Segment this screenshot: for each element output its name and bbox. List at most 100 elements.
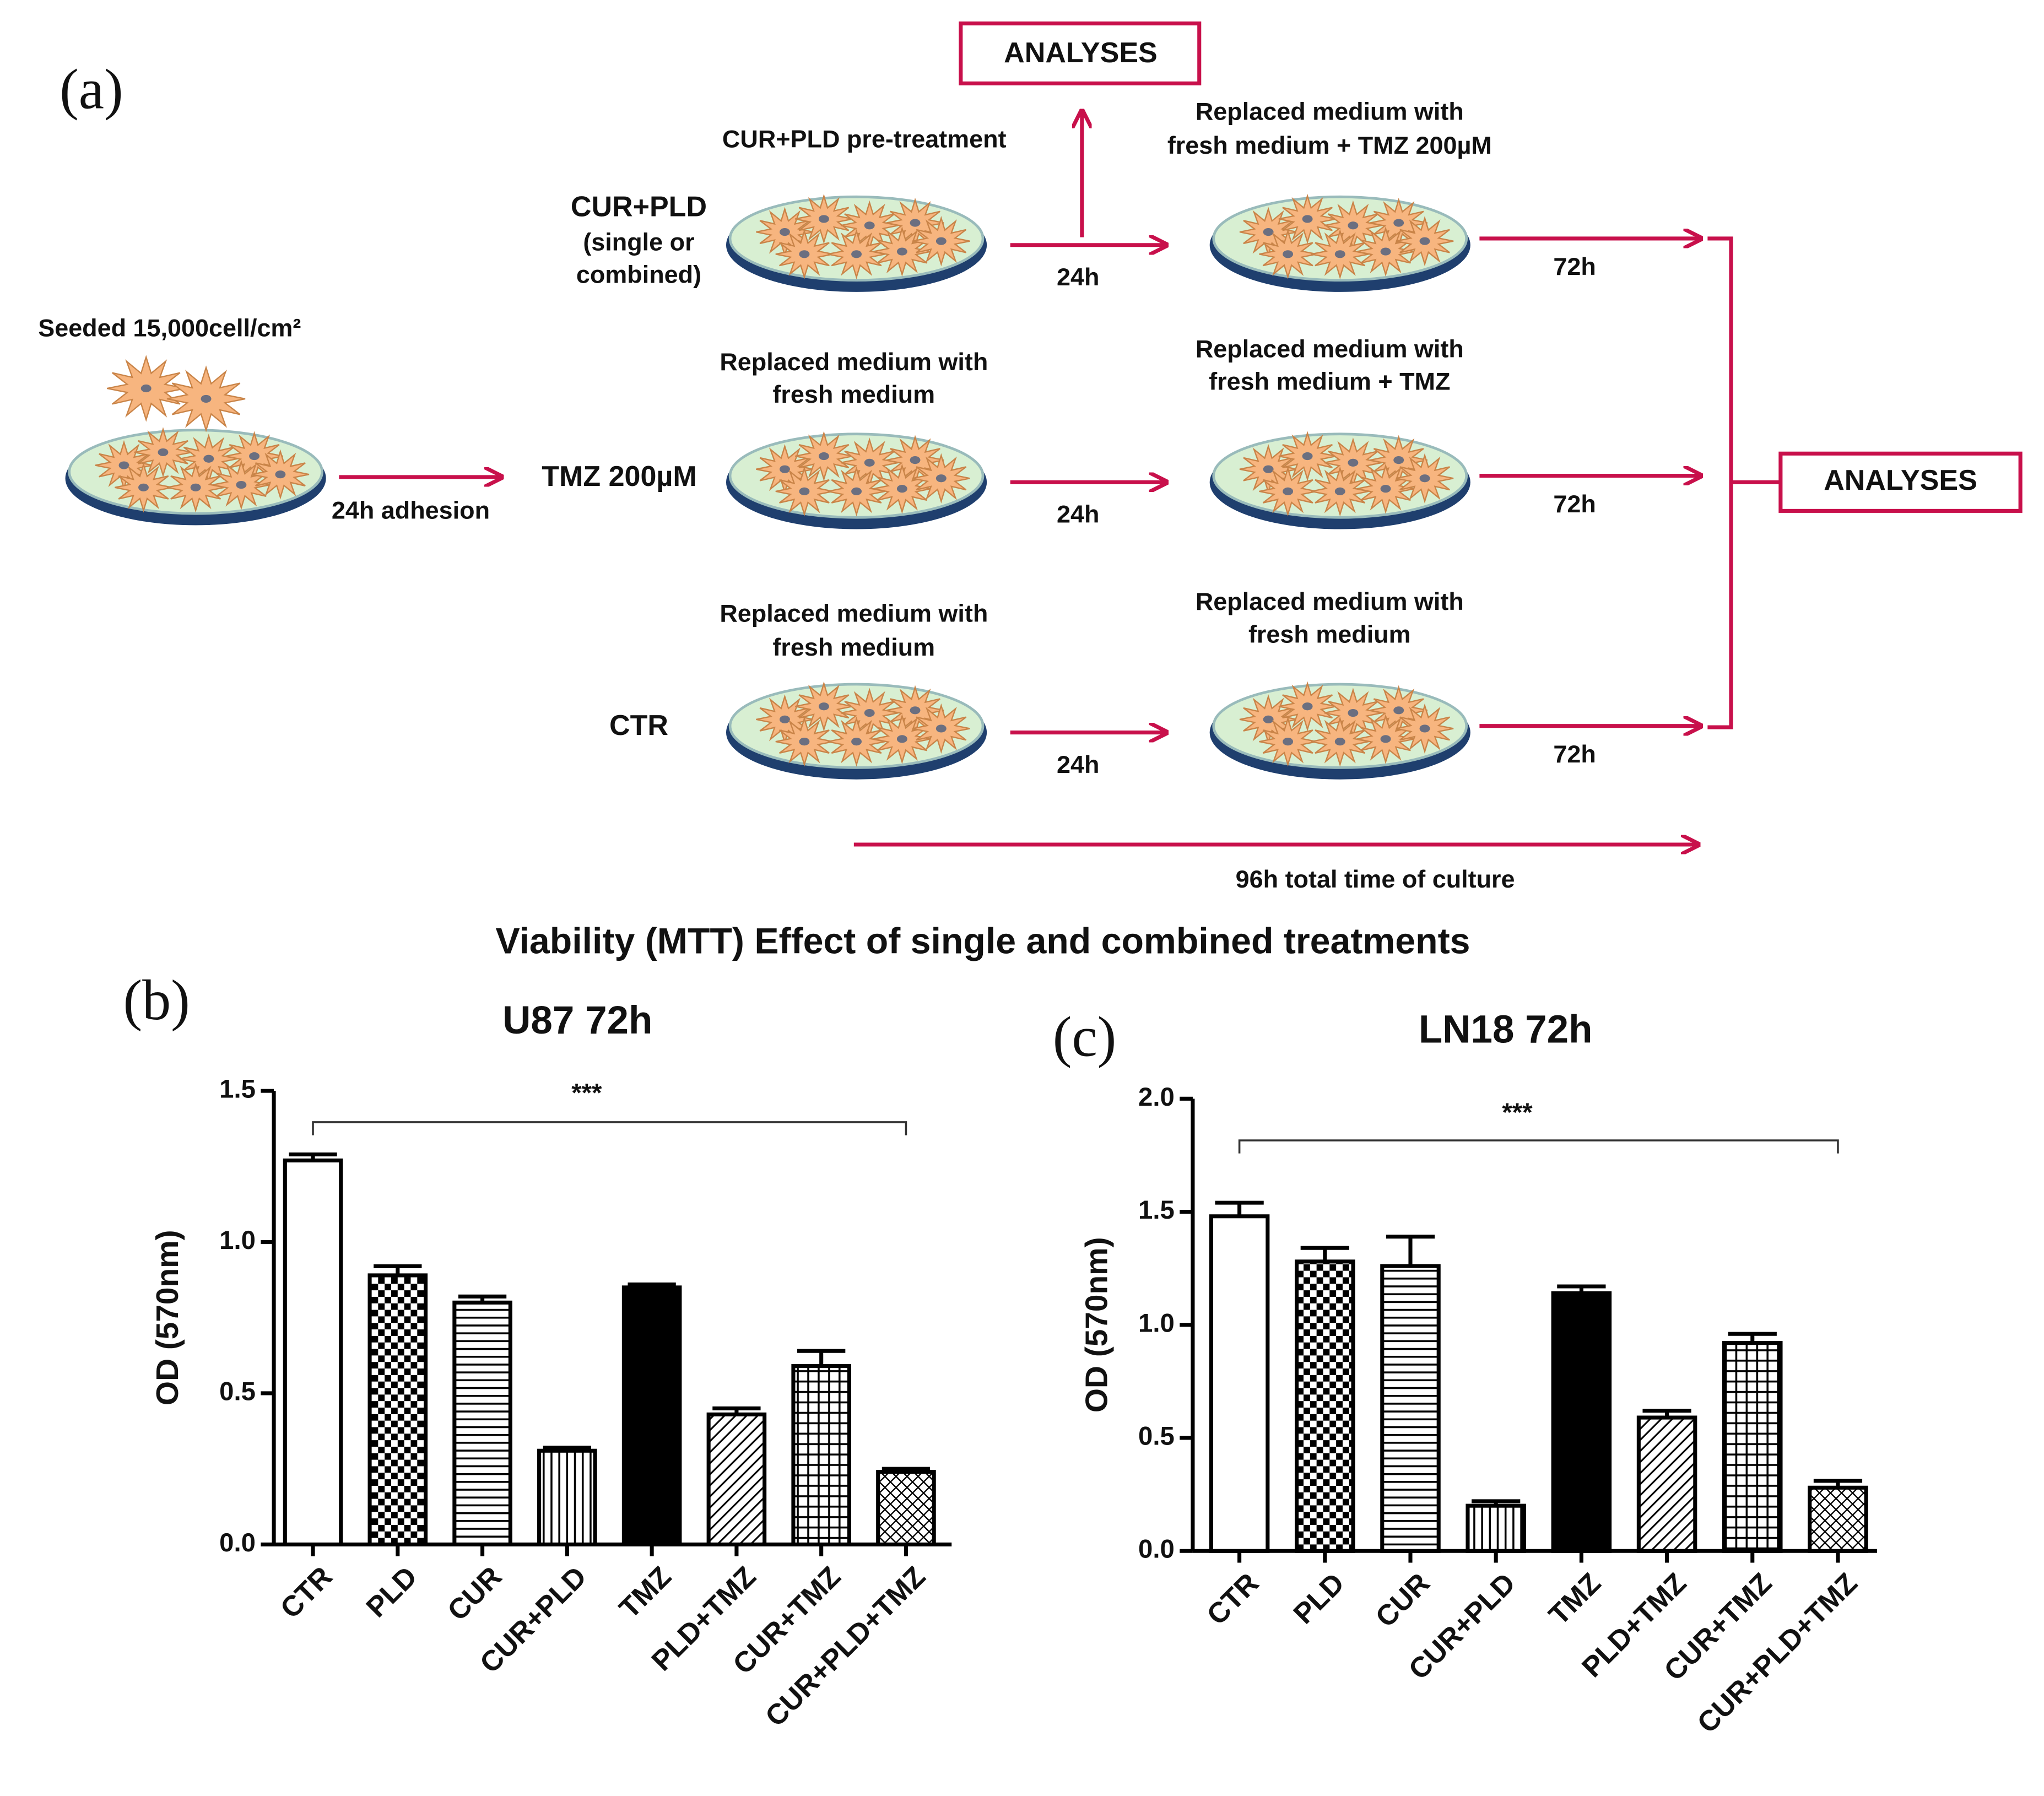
label: combined) <box>576 260 701 288</box>
label: fresh medium <box>772 380 935 408</box>
nucleus <box>779 465 790 473</box>
nucleus <box>1348 458 1359 467</box>
label: ANALYSES <box>1004 37 1158 69</box>
nucleus <box>799 487 810 495</box>
nucleus <box>1419 237 1430 245</box>
x-tick-label: CTR <box>274 1561 339 1625</box>
bar <box>367 1273 428 1546</box>
bar <box>283 1158 343 1546</box>
nucleus <box>1393 456 1404 464</box>
nucleus <box>910 706 921 715</box>
label: CUR+PLD pre-treatment <box>722 125 1007 153</box>
nucleus <box>799 250 810 258</box>
nucleus <box>936 724 947 733</box>
x-tick-label: CUR+PLD+TMZ <box>759 1561 932 1733</box>
label: Replaced medium with <box>1196 587 1464 615</box>
significance-bracket <box>312 1121 907 1135</box>
bar <box>1808 1485 1868 1553</box>
nucleus <box>910 219 921 227</box>
nucleus <box>1283 487 1294 495</box>
figure-title: Viability (MTT) Effect of single and com… <box>496 921 1470 961</box>
nucleus <box>1334 250 1345 258</box>
y-tick-label: 0.0 <box>1138 1535 1175 1564</box>
bar <box>706 1412 767 1546</box>
nucleus <box>1380 735 1391 743</box>
nucleus <box>896 485 907 493</box>
nucleus <box>864 708 875 717</box>
label: fresh medium + TMZ 200µM <box>1167 131 1492 159</box>
culture-dish <box>726 431 987 529</box>
nucleus <box>818 702 829 711</box>
culture-dish <box>65 427 326 526</box>
nucleus <box>190 483 201 491</box>
analyses-box <box>1778 451 2023 513</box>
nucleus <box>896 247 907 256</box>
label: 24h <box>1057 263 1099 291</box>
y-tick-label: 1.0 <box>219 1226 256 1255</box>
label: Replaced medium with <box>1196 98 1464 126</box>
nucleus <box>851 250 862 258</box>
bar <box>1636 1415 1697 1553</box>
nucleus <box>936 237 947 245</box>
panel-label: (a) <box>60 57 123 121</box>
nucleus <box>1348 708 1359 717</box>
nucleus <box>1419 474 1430 483</box>
floating-cells <box>107 355 246 432</box>
nucleus <box>1393 219 1404 227</box>
x-tick-label: CTR <box>1201 1567 1266 1631</box>
nucleus <box>818 452 829 461</box>
y-tick-label: 1.0 <box>1138 1308 1175 1338</box>
bar <box>876 1470 936 1546</box>
nucleus <box>1334 487 1345 495</box>
bar <box>1722 1341 1783 1553</box>
label: 24h adhesion <box>332 496 490 524</box>
nucleus <box>1419 724 1430 733</box>
label: fresh medium + TMZ <box>1209 367 1450 395</box>
nucleus <box>118 461 129 469</box>
nucleus <box>1380 485 1391 493</box>
bar <box>1295 1259 1355 1553</box>
nucleus <box>779 715 790 723</box>
label: 72h <box>1553 252 1596 280</box>
nucleus <box>1283 738 1294 746</box>
analyses-box <box>959 21 1202 85</box>
nucleus <box>1263 715 1274 723</box>
nucleus <box>1283 250 1294 258</box>
nucleus <box>1263 228 1274 236</box>
label: 72h <box>1553 740 1596 768</box>
nucleus <box>851 487 862 495</box>
label: fresh medium <box>1248 620 1411 648</box>
bar <box>621 1285 682 1546</box>
nucleus <box>1302 452 1313 461</box>
label: CTR <box>609 710 668 742</box>
label: Seeded 15,000cell/cm² <box>38 313 301 342</box>
culture-dish <box>1209 681 1470 780</box>
nucleus <box>864 458 875 467</box>
label: Replaced medium with <box>720 599 988 627</box>
nucleus <box>779 228 790 236</box>
annotation: *** <box>1502 1098 1533 1127</box>
label: Replaced medium with <box>720 348 988 376</box>
x-tick-label: PLD <box>1288 1567 1351 1630</box>
nucleus <box>158 448 169 457</box>
label: fresh medium <box>772 633 935 661</box>
y-tick-label: 1.5 <box>1138 1195 1175 1225</box>
label: 96h total time of culture <box>1236 865 1515 893</box>
nucleus <box>201 394 212 403</box>
nucleus <box>236 480 247 489</box>
label: 72h <box>1553 490 1596 518</box>
bar <box>1209 1214 1270 1553</box>
chart-title: LN18 72h <box>1419 1008 1593 1051</box>
x-tick-label: TMZ <box>1543 1567 1607 1631</box>
x-tick-label: CUR+PLD+TMZ <box>1691 1567 1864 1739</box>
nucleus <box>203 455 214 463</box>
nucleus <box>851 738 862 746</box>
y-tick-label: 1.5 <box>219 1075 256 1104</box>
nucleus <box>1348 221 1359 230</box>
culture-dish <box>1209 193 1470 292</box>
bracket <box>1707 236 1781 729</box>
bar <box>1380 1264 1441 1553</box>
nucleus <box>138 483 149 491</box>
label: TMZ 200µM <box>542 461 697 493</box>
bar <box>791 1364 851 1546</box>
